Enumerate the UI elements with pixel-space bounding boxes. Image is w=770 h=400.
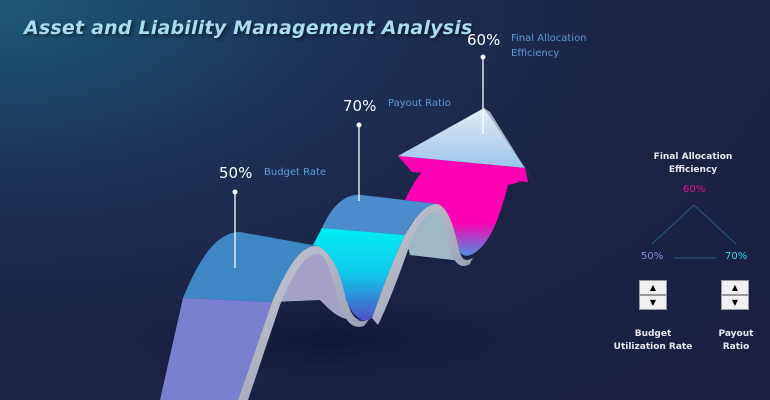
marker-pin-payout [356,122,362,201]
ribbon-segment-budget-blue [183,232,318,302]
ribbon-segment-payout-cyan [313,228,405,321]
arrow-shaft-magenta [405,172,520,256]
payout-spin-down-button[interactable]: ▼ [721,295,749,310]
panel-final-value: 60% [683,184,706,195]
marker-label-payout: Payout Ratio [388,98,451,109]
arrow-head [398,108,525,168]
marker-pin-budget [232,189,238,268]
arrow-head-base-magenta [398,156,528,182]
marker-pin-final [480,54,486,134]
panel-payout-value: 70% [725,251,748,262]
relationship-lines [651,204,737,259]
payout-spinner[interactable]: ▲ ▼ [721,280,749,310]
payout-ratio-label: Payout Ratio [718,329,754,352]
ribbon-segment-budget-purple [160,298,272,400]
budget-utilization-label: Budget Utilization Rate [613,329,693,352]
ribbon-segment-payout-blue [322,194,438,235]
marker-label-budget: Budget Rate [264,167,327,178]
panel-budget-value: 50% [641,251,664,262]
ribbon-edge-2 [372,204,472,325]
budget-spinner[interactable]: ▲ ▼ [639,280,667,310]
budget-spin-down-button[interactable]: ▼ [639,295,667,310]
payout-spin-up-button[interactable]: ▲ [721,280,749,295]
panel-title: Final Allocation Efficiency [653,152,733,175]
ribbon-edge-1 [238,245,370,400]
marker-label-final: Final Allocation Efficiency [511,33,587,59]
budget-spin-up-button[interactable]: ▲ [639,280,667,295]
marker-value-budget: 50% [219,164,253,182]
dashboard-title: Asset and Liability Management Analysis [24,17,473,39]
marker-value-payout: 70% [343,97,377,115]
marker-value-final: 60% [467,31,501,49]
